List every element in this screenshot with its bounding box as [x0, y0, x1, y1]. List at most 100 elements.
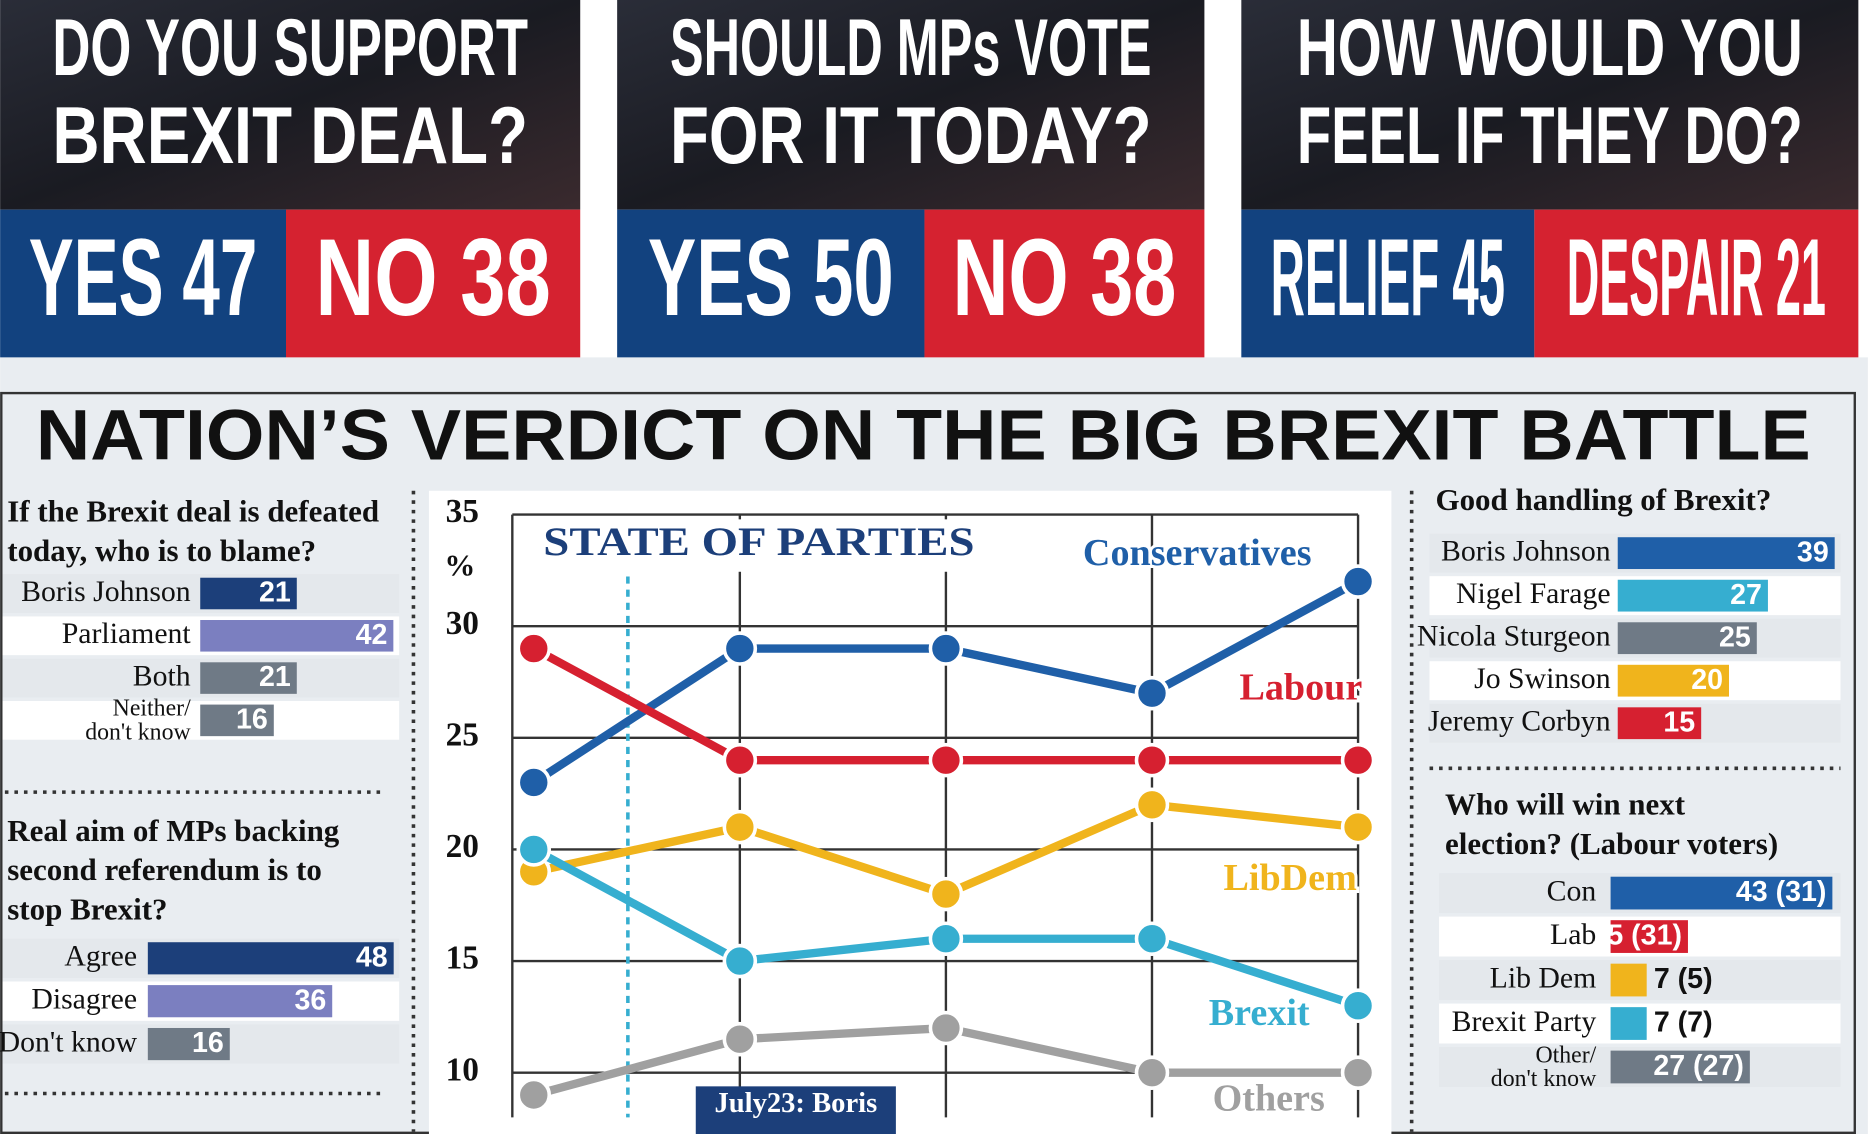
- y-tick-label: 25: [446, 716, 479, 753]
- chart-title: election? (Labour voters): [1445, 826, 1778, 861]
- point: [1134, 675, 1170, 711]
- y-tick-label: 35: [446, 493, 479, 530]
- panel-answer-bg: [617, 209, 925, 358]
- bar: [1617, 664, 1729, 697]
- answer-value: 38: [460, 217, 551, 339]
- bar: [200, 662, 297, 694]
- category-label: Other/: [1535, 1042, 1596, 1068]
- category-label: Lab: [1550, 918, 1596, 951]
- point: [1340, 988, 1376, 1023]
- legend-label: Brexit: [1209, 992, 1310, 1034]
- point: [928, 631, 964, 666]
- value-label: 36: [294, 984, 326, 1016]
- answer-value: 47: [182, 217, 257, 339]
- answer-value: 21: [1776, 217, 1826, 339]
- point: [516, 832, 552, 867]
- value-label: 42: [356, 619, 388, 651]
- answer-label: NO: [952, 217, 1068, 339]
- answer-value: 45: [1452, 217, 1505, 339]
- value-label: 16: [192, 1027, 224, 1059]
- bar: [147, 1027, 230, 1061]
- panel-answer-bg: [924, 209, 1205, 358]
- category-label: Disagree: [31, 983, 137, 1016]
- y-tick-label: 15: [446, 940, 479, 977]
- bar: [200, 577, 297, 610]
- panel-question: FOR IT TODAY?: [670, 91, 1152, 181]
- bar: [1610, 1007, 1647, 1040]
- value-label: 27 (27): [1653, 1050, 1744, 1082]
- bar: [1617, 707, 1702, 740]
- panel-answer: RELIEF 45: [1271, 217, 1505, 339]
- bar: [147, 942, 394, 975]
- panel-answer: DESPAIR 21: [1567, 217, 1826, 339]
- value-label: 48: [356, 941, 388, 973]
- category-label: Jo Swinson: [1474, 662, 1611, 695]
- title-bg: [538, 519, 982, 572]
- annotation-bg: [695, 1086, 896, 1134]
- legend-label: Conservatives: [1083, 532, 1312, 574]
- category-label: Boris Johnson: [1441, 535, 1611, 568]
- panel-photo: [617, 0, 1205, 210]
- y-tick-label: 30: [446, 605, 479, 642]
- bar: [1610, 920, 1688, 953]
- legend-label: Labour: [1239, 667, 1362, 709]
- panel-answer: YES 50: [648, 217, 894, 339]
- category-label: Agree: [64, 940, 137, 973]
- category-label: Brexit Party: [1452, 1005, 1597, 1038]
- y-tick-label: 10: [446, 1051, 479, 1088]
- panel-question: SHOULD MPs VOTE: [670, 3, 1152, 93]
- value-label: 27: [1730, 579, 1762, 611]
- category-label: Con: [1547, 875, 1597, 908]
- point: [722, 742, 758, 778]
- panel-question: BREXIT DEAL?: [52, 91, 528, 181]
- point: [1340, 809, 1376, 845]
- value-label: 16: [236, 704, 268, 736]
- category-label: Parliament: [62, 617, 192, 650]
- point: [722, 1021, 758, 1057]
- point: [928, 876, 964, 912]
- bar: [1610, 1050, 1750, 1084]
- headline: NATION’S VERDICT ON THE BIG BREXIT BATTL…: [36, 396, 1811, 476]
- chart-title: today, who is to blame?: [7, 533, 316, 568]
- panel-answer-bg: [286, 209, 581, 358]
- panel-photo: [1241, 0, 1859, 210]
- point: [1340, 564, 1376, 599]
- bar: [147, 985, 333, 1018]
- value-label: 39: [1797, 536, 1829, 568]
- chart-title: Real aim of MPs backing: [7, 813, 340, 848]
- chart-title: Who will win next: [1445, 787, 1686, 822]
- panel-question: HOW WOULD YOU: [1297, 3, 1803, 93]
- point: [928, 1010, 964, 1046]
- value-label: 7 (5): [1654, 963, 1713, 995]
- panel-question: DO YOU SUPPORT: [52, 3, 528, 93]
- y-axis-label: %: [444, 547, 475, 582]
- chart-title: Good handling of Brexit?: [1435, 482, 1771, 517]
- value-label: 25: [1719, 621, 1751, 653]
- category-label: Don't know: [0, 1025, 138, 1058]
- point: [722, 943, 758, 979]
- panel-photo: [0, 0, 581, 210]
- point: [1134, 742, 1170, 778]
- answer-value: 38: [1090, 217, 1176, 339]
- bar: [1617, 537, 1835, 570]
- panel-question: FEEL IF THEY DO?: [1297, 91, 1803, 181]
- bar: [1610, 876, 1833, 910]
- point: [1340, 1055, 1376, 1090]
- panel-answer: YES 47: [29, 217, 258, 339]
- panel-answer-bg: [1241, 209, 1535, 358]
- point: [516, 631, 552, 666]
- y-tick-label: 20: [446, 828, 479, 865]
- answer-label: DESPAIR: [1567, 217, 1764, 339]
- panel-answer: NO 38: [952, 217, 1176, 339]
- panel-answer-bg: [1534, 209, 1859, 358]
- chart-title: STATE OF PARTIES: [543, 519, 974, 564]
- point: [1134, 787, 1170, 823]
- answer-label: YES: [648, 217, 793, 339]
- category-label: don't know: [1491, 1066, 1597, 1092]
- answer-label: NO: [315, 217, 437, 339]
- annotation: July23: Boris: [714, 1088, 877, 1119]
- point: [516, 765, 552, 800]
- category-label: Boris Johnson: [21, 575, 191, 608]
